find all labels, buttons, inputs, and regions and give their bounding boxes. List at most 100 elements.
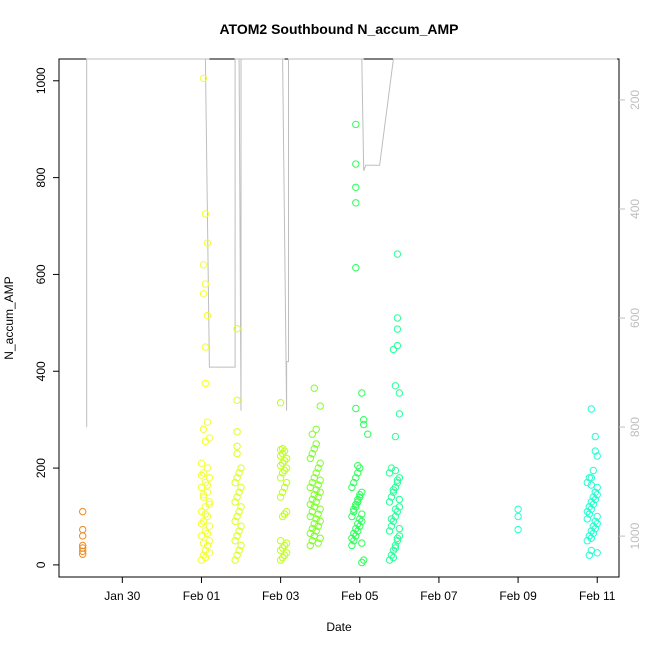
data-point (358, 539, 366, 547)
data-point (203, 488, 212, 496)
data-point (233, 551, 241, 559)
data-point (358, 517, 366, 525)
x-tick-label: Feb 03 (262, 589, 300, 603)
data-point (197, 556, 206, 564)
data-point (199, 517, 208, 525)
data-point (280, 510, 289, 518)
data-point (583, 507, 591, 516)
data-point (201, 478, 210, 487)
y-tick-label: 200 (34, 458, 48, 478)
gray-trace-line (86, 58, 617, 428)
data-point (389, 345, 398, 354)
data-point (587, 527, 595, 535)
data-point (593, 491, 601, 499)
data-point (201, 210, 210, 218)
data-point (306, 500, 314, 509)
data-point (387, 551, 396, 559)
data-point (312, 425, 320, 433)
data-point (308, 524, 316, 533)
data-point (310, 384, 318, 392)
data-point (201, 437, 210, 446)
data-point (310, 491, 318, 499)
data-point (233, 449, 241, 458)
data-point (354, 520, 362, 528)
data-point (235, 469, 243, 477)
data-point (237, 503, 245, 511)
data-point (352, 183, 360, 192)
y2-tick-label: 1000 (628, 522, 642, 549)
data-point (356, 515, 364, 523)
data-point (591, 517, 599, 525)
data-point (201, 546, 210, 555)
data-point (282, 478, 291, 487)
data-point (203, 541, 212, 550)
data-point (393, 341, 402, 350)
data-point (587, 498, 595, 506)
data-point (354, 469, 362, 477)
data-point (587, 481, 595, 489)
data-point (231, 498, 239, 506)
data-point (201, 527, 210, 535)
series-2-points (231, 325, 245, 564)
data-point (280, 541, 289, 550)
data-point (591, 447, 599, 455)
series-3-points (276, 399, 291, 564)
data-point (356, 491, 364, 499)
data-point (276, 537, 285, 545)
data-point (231, 478, 239, 487)
data-point (199, 493, 208, 501)
data-point (391, 432, 400, 441)
data-point (276, 399, 285, 407)
data-point (233, 474, 241, 482)
data-point (350, 505, 358, 513)
data-point (387, 522, 396, 530)
data-point (205, 522, 214, 530)
x-tick-label: Feb 09 (499, 589, 537, 603)
data-point (308, 430, 316, 438)
data-point (205, 498, 214, 506)
data-point (308, 495, 316, 504)
data-point (348, 512, 356, 521)
plot-box (58, 58, 620, 578)
data-point (79, 541, 87, 550)
data-point (231, 537, 239, 545)
data-point (587, 474, 595, 482)
data-point (356, 464, 364, 472)
data-point (593, 549, 601, 557)
data-point (393, 478, 402, 487)
data-point (235, 488, 243, 496)
data-point (391, 483, 400, 492)
data-point (356, 493, 364, 501)
data-point (314, 464, 322, 472)
data-point (391, 512, 400, 521)
data-point (583, 537, 591, 545)
data-point (312, 515, 320, 523)
data-point (585, 503, 593, 511)
data-point (389, 488, 398, 496)
data-point (387, 464, 396, 472)
data-point (352, 199, 360, 207)
y2-tick-label: 600 (628, 308, 642, 328)
data-point (587, 505, 595, 513)
data-point (235, 507, 243, 516)
data-point (356, 522, 364, 530)
data-point (358, 558, 366, 567)
data-point (276, 556, 285, 564)
data-point (233, 428, 241, 436)
data-point (201, 503, 210, 511)
data-point (593, 512, 601, 521)
data-point (348, 534, 356, 542)
data-point (352, 474, 360, 482)
data-point (235, 527, 243, 535)
data-point (316, 534, 324, 542)
data-point (591, 488, 599, 496)
data-point (205, 549, 214, 557)
data-point (197, 471, 206, 479)
data-point (79, 525, 87, 534)
data-point (391, 382, 400, 390)
data-point (310, 520, 318, 528)
data-point (589, 522, 597, 530)
data-point (201, 280, 210, 288)
y2-tick-label: 800 (628, 417, 642, 437)
